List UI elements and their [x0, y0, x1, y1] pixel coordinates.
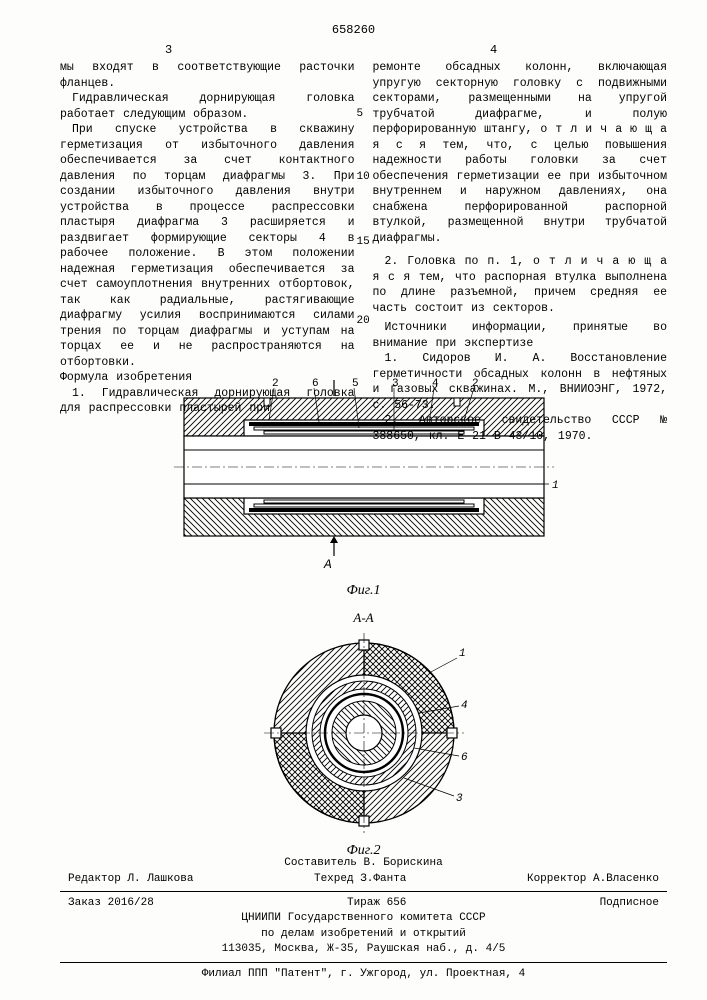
- branch: Филиал ППП "Патент", г. Ужгород, ул. Про…: [60, 967, 667, 982]
- line-number: 10: [357, 170, 370, 185]
- figures-area: 2 6 5 3 4 2 1 А Фиг.1 А-А: [60, 378, 667, 861]
- footer: Составитель В. Борискина Редактор Л. Лаш…: [60, 856, 667, 982]
- document-number: 658260: [332, 22, 375, 38]
- address: 113035, Москва, Ж-35, Раушская наб., д. …: [60, 942, 667, 957]
- order-number: Заказ 2016/28: [68, 896, 154, 911]
- formula-title: Формула изобретения: [60, 370, 355, 386]
- figure-1-label: Фиг.1: [60, 582, 667, 601]
- line-number: 15: [357, 235, 370, 250]
- text-columns: мы входят в соответствующие расточки фла…: [60, 60, 667, 360]
- compiler: Составитель В. Борискина: [60, 856, 667, 871]
- paragraph: 1. Гидравлическая дорнирующая головка дл…: [60, 386, 355, 417]
- organization: ЦНИИПИ Государственного комитета СССР: [60, 911, 667, 926]
- left-column: мы входят в соответствующие расточки фла…: [60, 60, 355, 360]
- line-number: 5: [357, 107, 364, 122]
- paragraph: 2. Авторское свидетельство СССР № 388650…: [373, 413, 668, 444]
- callout: 1: [459, 648, 466, 660]
- signature: Подписное: [600, 896, 659, 911]
- column-number-left: 3: [165, 42, 172, 58]
- sources-label: Источники информации, принятые во вниман…: [373, 320, 668, 351]
- callout: 3: [456, 793, 463, 805]
- section-title: А-А: [60, 609, 667, 627]
- paragraph: Гидравлическая дорнирующая головка работ…: [60, 91, 355, 122]
- organization-2: по делам изобретений и открытий: [60, 927, 667, 942]
- line-number: 20: [357, 314, 370, 329]
- tirazh: Тираж 656: [347, 896, 406, 911]
- tech-editor: Техред З.Фанта: [314, 872, 406, 887]
- right-column: 5 10 15 20 ремонте обсадных колонн, вклю…: [373, 60, 668, 360]
- callout: 1: [552, 480, 559, 492]
- callout: 4: [461, 700, 468, 712]
- corrector: Корректор А.Власенко: [527, 872, 659, 887]
- paragraph: 1. Сидоров И. А. Восстановление герметич…: [373, 351, 668, 413]
- column-number-right: 4: [490, 42, 497, 58]
- page: 658260 3 4 мы входят в соответствующие р…: [0, 0, 707, 1000]
- editor: Редактор Л. Лашкова: [68, 872, 193, 887]
- callout: 6: [461, 752, 468, 764]
- paragraph: мы входят в соответствующие расточки фла…: [60, 60, 355, 91]
- figure-2: 1 4 6 3: [259, 628, 469, 838]
- section-label-left: А: [323, 557, 332, 572]
- paragraph: ремонте обсадных колонн, включающая упру…: [373, 60, 668, 246]
- paragraph: 2. Головка по п. 1, о т л и ч а ю щ а я …: [373, 254, 668, 316]
- paragraph: При спуске устройства в скважину гермети…: [60, 122, 355, 370]
